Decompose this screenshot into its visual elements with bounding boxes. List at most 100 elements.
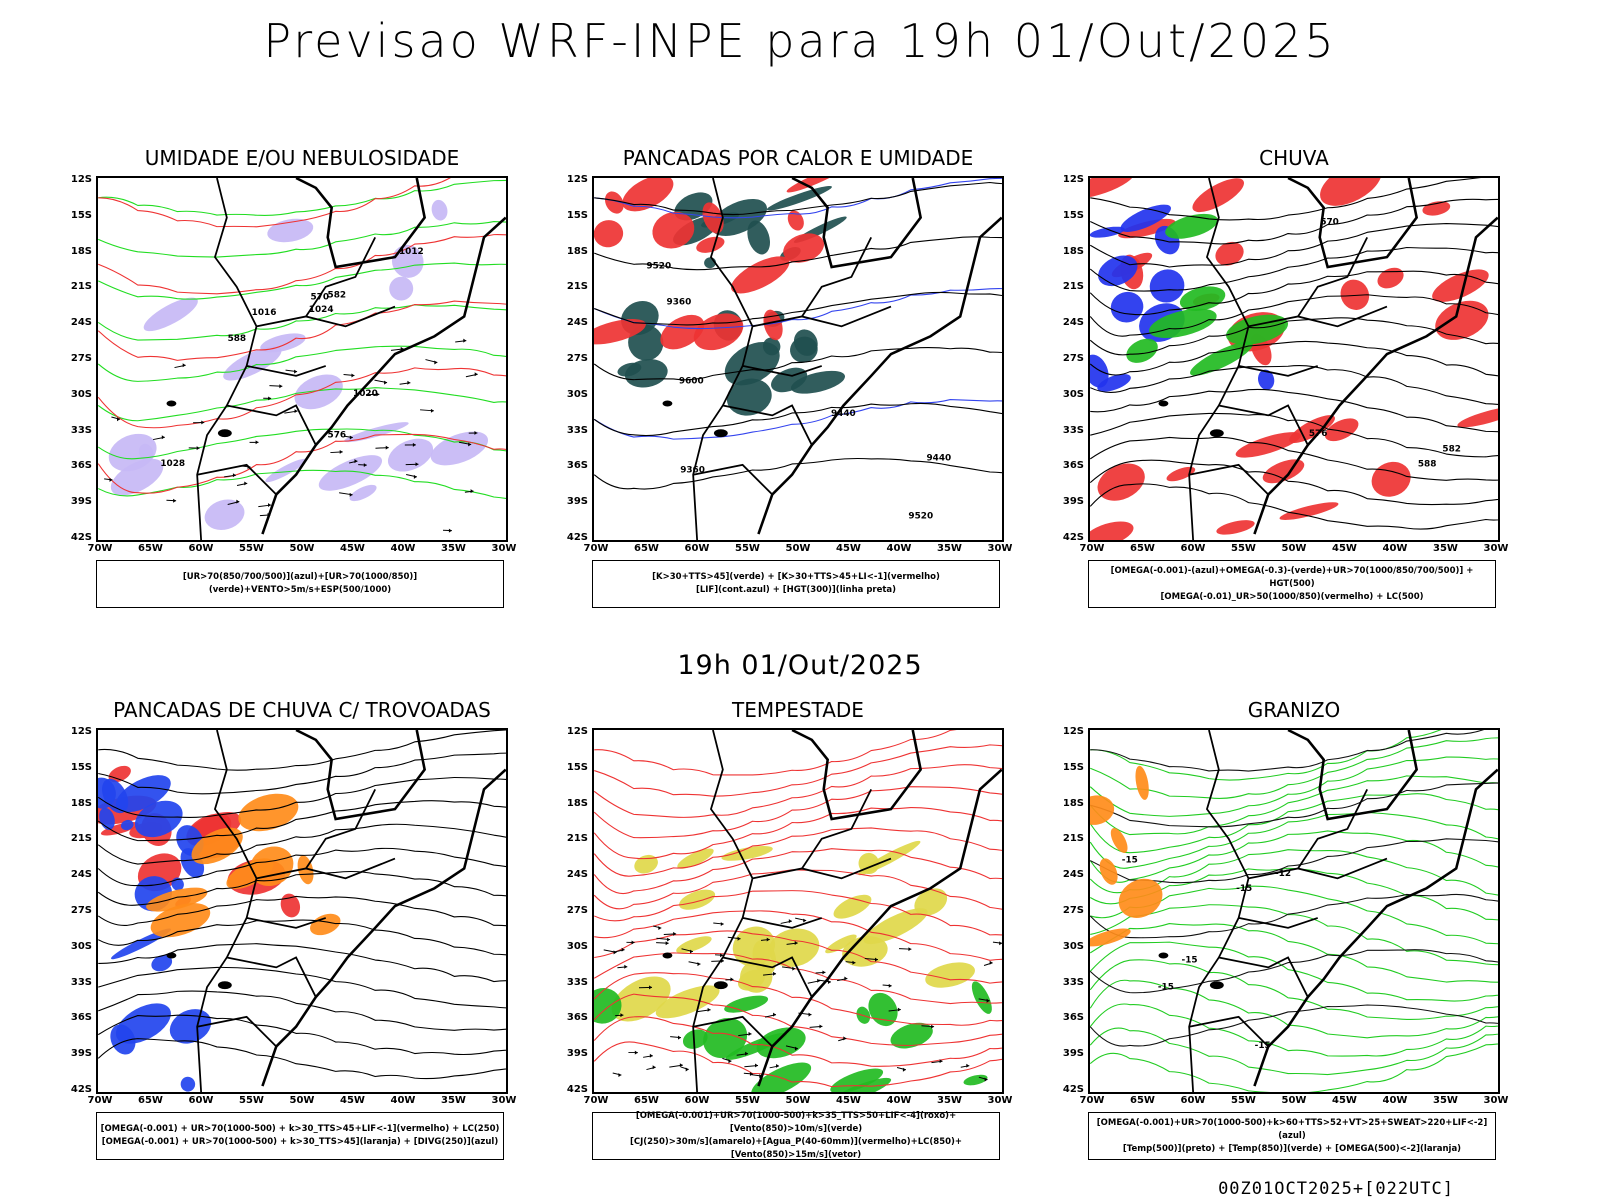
- field-area: [1320, 178, 1382, 206]
- longitude-tick-label: 65W: [634, 1095, 659, 1106]
- latitude-tick-label: 21S: [566, 281, 588, 293]
- wind-vector-head: [844, 976, 848, 981]
- wind-vector-head: [999, 941, 1002, 946]
- latitude-tick-label: 30S: [566, 940, 588, 952]
- streamline: [98, 234, 506, 295]
- panel-legend: [UR>70(850/700/500)](azul)+[UR>70(1000/8…: [96, 560, 504, 608]
- longitude-tick-label: 30W: [987, 1095, 1013, 1106]
- streamline: [594, 910, 1002, 961]
- streamline: [1090, 849, 1498, 896]
- contour-label: -15: [1255, 1041, 1271, 1051]
- panel-legend: [K>30+TTS>45](verde) + [K>30+TTS>45+LI<-…: [592, 560, 1000, 608]
- streamline: [594, 457, 1002, 490]
- latitude-tick-label: 30S: [1062, 940, 1084, 952]
- contour-label: -12: [1275, 869, 1291, 879]
- field-area: [143, 297, 198, 332]
- wind-vector-head: [794, 1046, 798, 1051]
- wind-vector-head: [689, 949, 693, 954]
- field-area: [594, 318, 646, 345]
- streamline: [594, 764, 1002, 818]
- field-area: [111, 928, 171, 960]
- wind-vector-head: [939, 1059, 943, 1064]
- latitude-tick-label: 27S: [566, 353, 588, 364]
- streamline: [1090, 775, 1498, 836]
- lake-feature: [662, 952, 673, 959]
- streamline: [98, 367, 506, 429]
- field-area: [134, 800, 183, 838]
- wind-vector-head: [649, 985, 653, 990]
- streamline: [98, 823, 506, 865]
- latitude-tick-label: 42S: [1062, 532, 1084, 543]
- lake-feature: [1209, 981, 1224, 990]
- field-area: [594, 220, 624, 248]
- wind-vector-head: [766, 937, 770, 942]
- wind-vector-head: [984, 1077, 988, 1082]
- streamline: [1090, 294, 1498, 337]
- contour-label: 9520: [908, 511, 933, 521]
- streamline: [594, 347, 1002, 381]
- field-area: [1126, 338, 1158, 363]
- legend-line: [OMEGA(-0.001) + UR>70(1000-500) + k>30_…: [101, 1137, 499, 1147]
- latitude-tick-label: 39S: [566, 1048, 588, 1060]
- latitude-tick-label: 12S: [566, 174, 588, 185]
- streamline: [98, 221, 506, 258]
- contour-label: 570: [311, 293, 330, 303]
- streamline: [98, 895, 506, 927]
- legend-line: [OMEGA(-0.001)+UR>70(1000-500)+k>60+TTS>…: [1096, 1117, 1488, 1141]
- field-area: [1110, 828, 1128, 853]
- field-area: [318, 455, 383, 491]
- wind-vector-head: [852, 960, 856, 965]
- streamline: [594, 890, 1002, 936]
- wind-vector-head: [624, 964, 628, 969]
- longitude-tick-label: 40W: [886, 543, 912, 554]
- field-area: [660, 314, 705, 350]
- longitude-tick-label: 40W: [390, 1095, 416, 1106]
- latitude-tick-label: 18S: [566, 797, 588, 809]
- streamline: [1090, 730, 1485, 772]
- latitude-tick-label: 30S: [1062, 388, 1084, 400]
- panel-title: GRANIZO: [1247, 698, 1341, 722]
- legend-line: [LIF](cont.azul) + [HGT(300)](linha pret…: [695, 585, 897, 595]
- field-area: [677, 848, 714, 869]
- latitude-tick-label: 36S: [566, 1012, 588, 1024]
- streamline: [1090, 246, 1498, 292]
- streamline: [98, 178, 451, 228]
- field-area: [151, 954, 173, 972]
- field-area: [267, 218, 314, 243]
- field-area: [1090, 928, 1131, 947]
- streamline: [1090, 483, 1498, 530]
- contour-label: 1016: [252, 308, 277, 318]
- latitude-tick-label: 24S: [70, 317, 92, 329]
- field-area: [634, 854, 658, 874]
- contour-label: 9600: [679, 376, 704, 386]
- field-area: [1149, 308, 1217, 338]
- panel-title: UMIDADE E/OU NEBULOSIDADE: [144, 146, 460, 170]
- longitude-tick-label: 55W: [735, 1095, 760, 1106]
- wind-vector-head: [808, 1012, 812, 1017]
- field-area: [1090, 178, 1135, 199]
- streamline: [594, 930, 1002, 984]
- wind-vector-head: [667, 937, 671, 942]
- longitude-tick-label: 70W: [583, 543, 609, 554]
- longitude-tick-label: 60W: [1180, 543, 1206, 554]
- wind-vector-head: [349, 435, 353, 440]
- contour-label: 9440: [831, 409, 856, 419]
- latitude-tick-label: 15S: [1062, 209, 1084, 221]
- lake-feature: [217, 981, 232, 990]
- wind-vector-head: [634, 1050, 638, 1055]
- latitude-tick-label: 39S: [70, 496, 92, 508]
- wind-vector-head: [843, 1036, 847, 1041]
- field-area: [1090, 354, 1109, 388]
- wind-vector-head: [652, 1065, 656, 1070]
- field-area: [1118, 878, 1163, 918]
- latitude-tick-label: 39S: [1062, 496, 1084, 508]
- latitude-tick-label: 30S: [70, 940, 92, 952]
- field-area: [786, 178, 845, 193]
- wind-vector-head: [931, 1024, 935, 1029]
- longitude-tick-label: 50W: [1281, 543, 1307, 554]
- latitude-tick-label: 33S: [566, 976, 588, 988]
- latitude-tick-label: 21S: [1062, 281, 1084, 293]
- field-area: [204, 499, 245, 530]
- streamline: [98, 776, 506, 818]
- coastline: [1253, 730, 1498, 1087]
